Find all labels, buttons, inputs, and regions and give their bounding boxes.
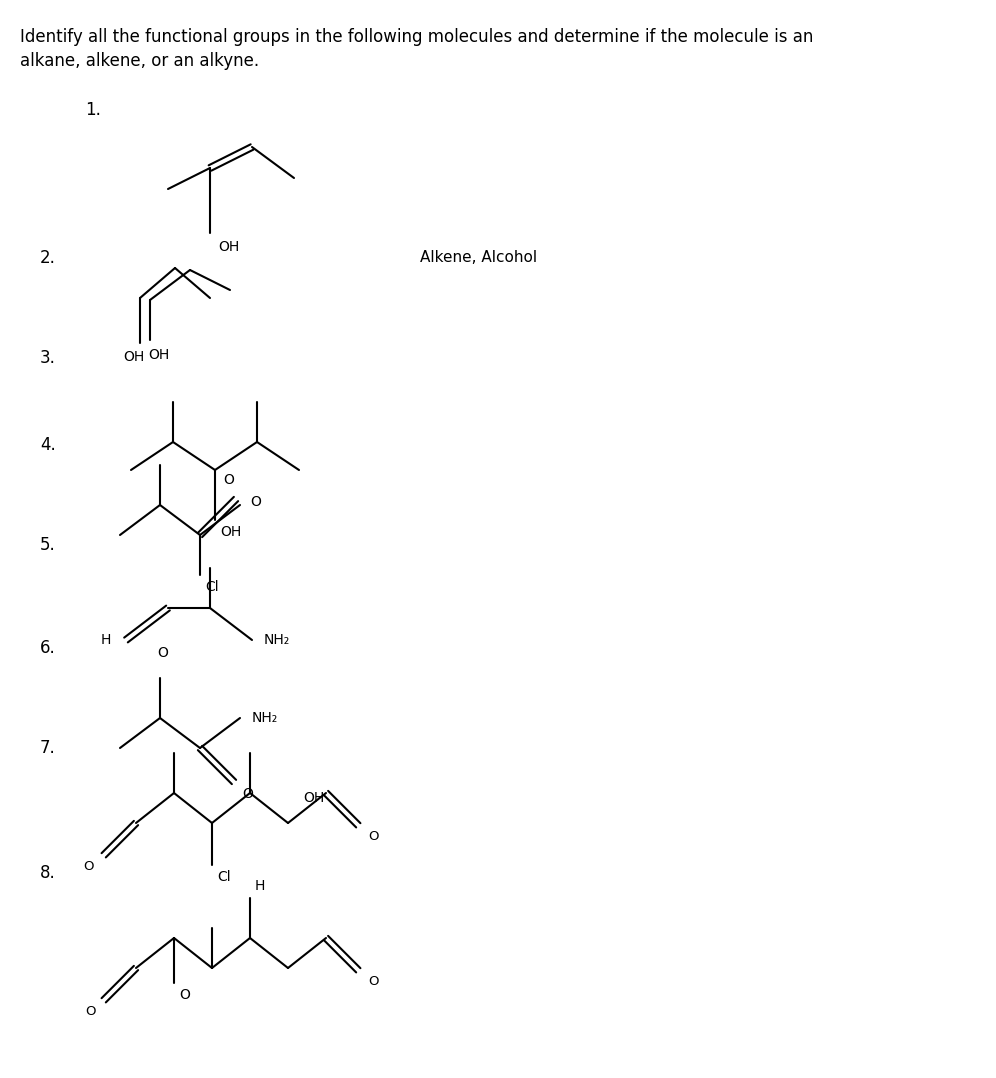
Text: O: O xyxy=(223,473,234,487)
Text: 8.: 8. xyxy=(40,863,56,882)
Text: O: O xyxy=(250,495,261,509)
Text: alkane, alkene, or an alkyne.: alkane, alkene, or an alkyne. xyxy=(20,52,259,70)
Text: Alkene, Alcohol: Alkene, Alcohol xyxy=(420,250,537,265)
Text: H: H xyxy=(255,879,265,893)
Text: OH: OH xyxy=(148,348,169,362)
Text: OH: OH xyxy=(220,525,241,539)
Text: 3.: 3. xyxy=(40,349,56,367)
Text: O: O xyxy=(84,860,94,873)
Text: 7.: 7. xyxy=(40,740,56,757)
Text: Cl: Cl xyxy=(217,870,231,884)
Text: H: H xyxy=(101,633,111,647)
Text: OH: OH xyxy=(303,791,325,805)
Text: Cl: Cl xyxy=(205,580,219,594)
Text: 2.: 2. xyxy=(40,249,56,267)
Text: 6.: 6. xyxy=(40,639,56,657)
Text: O: O xyxy=(86,1006,96,1019)
Text: 5.: 5. xyxy=(40,536,56,554)
Text: O: O xyxy=(369,830,378,843)
Text: O: O xyxy=(157,646,168,660)
Text: O: O xyxy=(179,989,190,1001)
Text: Identify all the functional groups in the following molecules and determine if t: Identify all the functional groups in th… xyxy=(20,28,814,46)
Text: 4.: 4. xyxy=(40,436,56,454)
Text: O: O xyxy=(242,787,253,801)
Text: 1.: 1. xyxy=(85,101,101,119)
Text: O: O xyxy=(369,976,378,989)
Text: NH₂: NH₂ xyxy=(264,633,290,647)
Text: NH₂: NH₂ xyxy=(252,711,278,725)
Text: OH: OH xyxy=(218,240,239,254)
Text: OH: OH xyxy=(124,350,145,364)
